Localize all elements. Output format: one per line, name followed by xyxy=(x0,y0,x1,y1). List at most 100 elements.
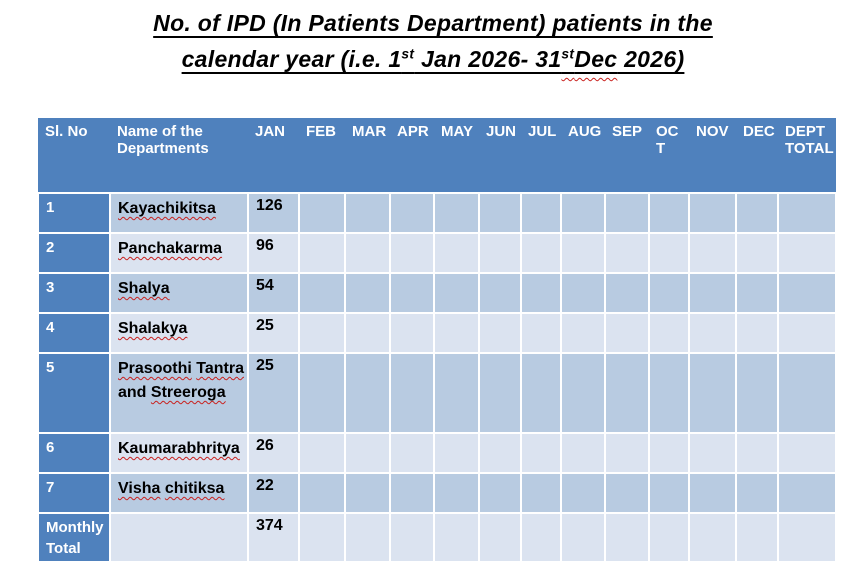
title-line-1: No. of IPD (In Patients Department) pati… xyxy=(0,5,866,41)
value-cell-feb xyxy=(298,192,346,234)
sl-no-cell: 4 xyxy=(37,312,111,354)
title-misspell-segment: stDec xyxy=(561,46,617,72)
value-cell-jun xyxy=(478,472,522,514)
sl-no-cell: 1 xyxy=(37,192,111,234)
value-cell-feb xyxy=(298,272,346,314)
value-cell-jun xyxy=(478,312,522,354)
value-cell-jul xyxy=(520,312,562,354)
value-cell-jun xyxy=(478,512,522,563)
title-dec-word: Dec xyxy=(574,46,618,72)
department-name-cell: Shalakya xyxy=(109,312,249,354)
value-cell-apr xyxy=(389,312,435,354)
department-row: 5 Prasoothi Tantra and Streeroga 25 xyxy=(37,352,837,434)
misspelled-word: Panchakarma xyxy=(118,240,223,257)
department-name-cell: Kaumarabhritya xyxy=(109,432,249,474)
value-cell-dept_total xyxy=(777,312,837,354)
value-cell-dec xyxy=(735,432,779,474)
value-cell-jan: 22 xyxy=(247,472,300,514)
value-cell-apr xyxy=(389,232,435,274)
misspelled-word: Prasoothi xyxy=(118,360,192,377)
title-line-2-tail: 2026) xyxy=(617,46,685,72)
department-row: 3 Shalya 54 xyxy=(37,272,837,314)
value-cell-dept_total xyxy=(777,472,837,514)
value-cell-apr xyxy=(389,432,435,474)
value-cell-aug xyxy=(560,272,606,314)
misspelled-word: Shalya xyxy=(118,280,170,297)
column-header-sep: SEP xyxy=(605,118,649,193)
column-header-jun: JUN xyxy=(479,118,521,193)
value-cell-dec xyxy=(735,472,779,514)
value-cell-may xyxy=(433,432,480,474)
monthly-total-label-cell: Monthly Total xyxy=(37,512,111,563)
value-cell-aug xyxy=(560,192,606,234)
value-cell-mar xyxy=(344,512,391,563)
column-header-oct: OCT xyxy=(649,118,689,193)
department-row: 1 Kayachikitsa 126 xyxy=(37,192,837,234)
value-cell-jul xyxy=(520,432,562,474)
value-cell-mar xyxy=(344,192,391,234)
value-cell-oct xyxy=(648,192,690,234)
value-cell-feb xyxy=(298,432,346,474)
column-header-nov: NOV xyxy=(689,118,736,193)
page-title: No. of IPD (In Patients Department) pati… xyxy=(0,0,866,77)
value-cell-nov xyxy=(688,312,737,354)
title-superscript-st-2: st xyxy=(561,46,575,62)
column-header-jan: JAN xyxy=(248,118,299,193)
value-cell-dec xyxy=(735,192,779,234)
value-cell-jul xyxy=(520,232,562,274)
value-cell-jan: 374 xyxy=(247,512,300,563)
value-cell-jun xyxy=(478,192,522,234)
column-header-name: Name of the Departments xyxy=(110,118,248,193)
value-cell-oct xyxy=(648,472,690,514)
value-cell-may xyxy=(433,192,480,234)
sl-no-cell: 3 xyxy=(37,272,111,314)
value-cell-jan: 26 xyxy=(247,432,300,474)
value-cell-may xyxy=(433,232,480,274)
department-row: 4 Shalakya 25 xyxy=(37,312,837,354)
value-cell-dec xyxy=(735,312,779,354)
value-cell-feb xyxy=(298,512,346,563)
column-header-may: MAY xyxy=(434,118,479,193)
title-line-2-text: calendar year (i.e. 1st Jan 2026- 31stDe… xyxy=(182,46,685,72)
misspelled-word: Shalakya xyxy=(118,320,188,337)
value-cell-aug xyxy=(560,232,606,274)
value-cell-dept_total xyxy=(777,192,837,234)
value-cell-feb xyxy=(298,232,346,274)
value-cell-nov xyxy=(688,512,737,563)
value-cell-jan: 96 xyxy=(247,232,300,274)
department-name-cell: Shalya xyxy=(109,272,249,314)
value-cell-nov xyxy=(688,192,737,234)
value-cell-jan: 54 xyxy=(247,272,300,314)
value-cell-dec xyxy=(735,512,779,563)
ipd-patients-table: Sl. No Name of the Departments JAN FEB MAR AP… xyxy=(37,118,837,563)
value-cell-mar xyxy=(344,432,391,474)
value-cell-jan: 25 xyxy=(247,312,300,354)
column-header-feb: FEB xyxy=(299,118,345,193)
value-cell-jul xyxy=(520,192,562,234)
value-cell-sep xyxy=(604,312,650,354)
column-header-sl: Sl. No xyxy=(38,118,110,193)
value-cell-oct xyxy=(648,272,690,314)
value-cell-mar xyxy=(344,472,391,514)
value-cell-apr xyxy=(389,512,435,563)
misspelled-word: Tantra xyxy=(196,360,244,377)
value-cell-jul xyxy=(520,512,562,563)
value-cell-nov xyxy=(688,272,737,314)
value-cell-oct xyxy=(648,232,690,274)
sl-no-cell: 2 xyxy=(37,232,111,274)
value-cell-oct xyxy=(648,432,690,474)
value-cell-sep xyxy=(604,272,650,314)
value-cell-mar xyxy=(344,352,391,434)
value-cell-sep xyxy=(604,472,650,514)
value-cell-feb xyxy=(298,352,346,434)
value-cell-nov xyxy=(688,472,737,514)
value-cell-sep xyxy=(604,232,650,274)
value-cell-aug xyxy=(560,352,606,434)
value-cell-mar xyxy=(344,312,391,354)
value-cell-jun xyxy=(478,432,522,474)
value-cell-jul xyxy=(520,272,562,314)
value-cell-jul xyxy=(520,472,562,514)
value-cell-oct xyxy=(648,312,690,354)
word: and xyxy=(118,384,147,401)
